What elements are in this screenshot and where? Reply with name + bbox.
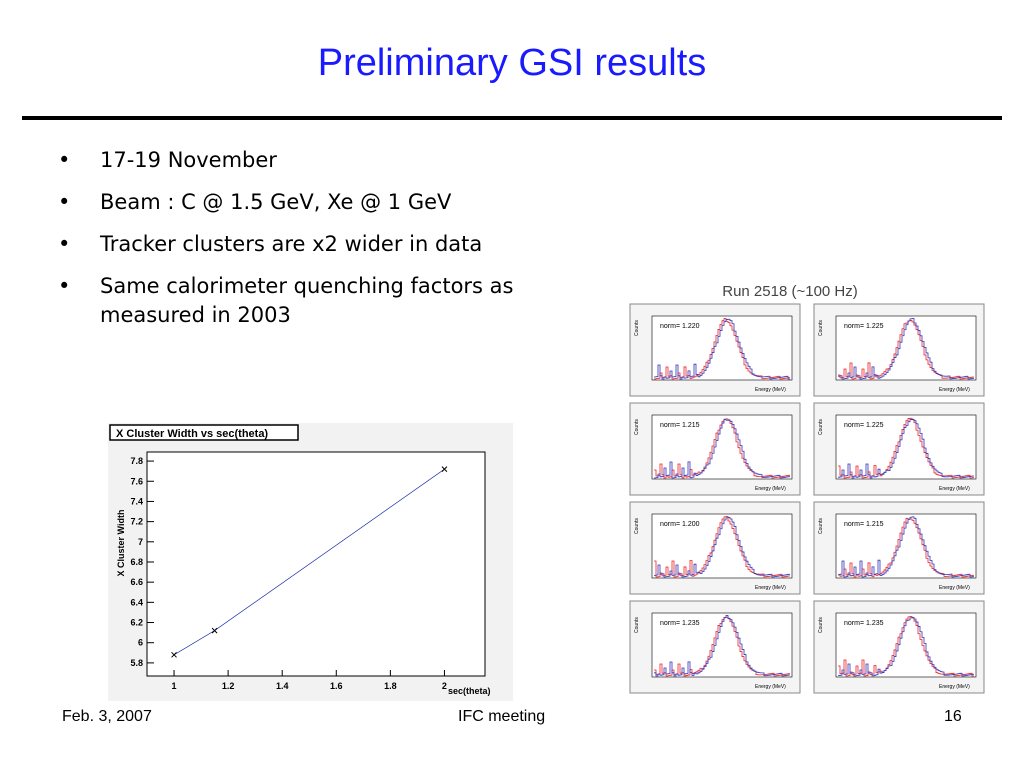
x-axis-label: sec(theta)	[448, 686, 491, 696]
histogram-curve	[838, 418, 974, 479]
histogram-curve	[838, 517, 974, 578]
x-tick-label: 1.4	[276, 681, 289, 691]
panel-norm: norm= 1.225	[844, 323, 884, 330]
panel-x-label: Energy (MeV)	[755, 585, 786, 591]
x-tick-label: 1.6	[330, 681, 343, 691]
y-tick-label: 7.6	[130, 476, 143, 486]
y-tick-label: 7.2	[130, 517, 143, 527]
panel-y-label: Counts	[634, 419, 640, 435]
y-tick-label: 7.8	[130, 456, 143, 466]
y-tick-label: 7.4	[130, 496, 143, 506]
bullet-list: 17-19 November Beam : C @ 1.5 GeV, Xe @ 1…	[58, 146, 598, 343]
data-point	[171, 651, 177, 658]
data-point	[211, 627, 218, 634]
panel-x-label: Energy (MeV)	[939, 684, 970, 690]
panel-norm: norm= 1.215	[844, 521, 884, 528]
histogram-curve	[838, 617, 974, 677]
panel-norm: norm= 1.220	[660, 323, 700, 330]
y-axis-label: X Cluster Width	[116, 510, 126, 577]
panel-x-label: Energy (MeV)	[939, 486, 970, 492]
panel-y-label: Counts	[818, 518, 824, 534]
x-tick-label: 1.2	[222, 681, 235, 691]
panel-y-label: Counts	[818, 320, 824, 336]
y-tick-label: 7	[138, 537, 143, 547]
histogram-curve	[654, 418, 790, 479]
histogram-curve	[838, 516, 974, 578]
panel-x-label: Energy (MeV)	[939, 585, 970, 591]
histogram-curve	[654, 615, 790, 677]
histogram-curve	[654, 318, 790, 380]
footer-page: 16	[944, 708, 962, 725]
histogram-panels: Run 2518 (~100 Hz) norm= 1.220 Energy (Me…	[629, 283, 985, 694]
histogram-curve	[654, 318, 790, 380]
y-tick-label: 6.6	[130, 577, 143, 587]
histogram-title: Run 2518 (~100 Hz)	[722, 283, 858, 300]
scatter-chart: X Cluster Width vs sec(theta) sec(theta)…	[108, 423, 513, 701]
x-tick-label: 2	[442, 681, 447, 691]
y-tick-label: 6.8	[130, 557, 143, 567]
histogram-curve	[838, 320, 974, 380]
bullet-item: Tracker clusters are x2 wider in data	[58, 230, 598, 259]
slide-title: Preliminary GSI results	[317, 42, 707, 84]
panel-norm: norm= 1.235	[844, 620, 884, 627]
histogram-curve	[838, 417, 974, 479]
panel-norm: norm= 1.200	[660, 521, 700, 528]
panel-y-label: Counts	[634, 320, 640, 336]
panel-x-label: Energy (MeV)	[755, 486, 786, 492]
panel-norm: norm= 1.215	[660, 422, 700, 429]
histogram-curve	[654, 517, 790, 578]
y-tick-label: 5.8	[130, 658, 143, 668]
panel-x-label: Energy (MeV)	[939, 387, 970, 393]
x-tick-label: 1.8	[384, 681, 397, 691]
panel-plot	[835, 414, 977, 480]
panel-x-label: Energy (MeV)	[755, 684, 786, 690]
panel-y-label: Counts	[634, 518, 640, 534]
x-tick-label: 1	[172, 681, 177, 691]
chart-title: X Cluster Width vs sec(theta)	[116, 428, 268, 440]
footer-event: IFC meeting	[458, 708, 546, 725]
y-tick-label: 6.4	[130, 597, 143, 607]
panel-norm: norm= 1.225	[844, 422, 884, 429]
y-tick-label: 6.2	[130, 618, 143, 628]
histogram-curve	[654, 516, 790, 578]
panel-y-label: Counts	[818, 419, 824, 435]
panel-y-label: Counts	[818, 617, 824, 633]
bullet-item: 17-19 November	[58, 146, 598, 175]
footer-date: Feb. 3, 2007	[62, 708, 152, 725]
chart-title-box	[109, 424, 299, 441]
panel-norm: norm= 1.235	[660, 620, 700, 627]
plot-area	[146, 451, 486, 677]
histogram-curve	[838, 318, 974, 380]
panel-y-label: Counts	[634, 617, 640, 633]
bullet-item: Same calorimeter quenching factors as me…	[58, 272, 598, 330]
title-rule	[22, 116, 1002, 120]
bullet-item: Beam : C @ 1.5 GeV, Xe @ 1 GeV	[58, 188, 598, 217]
panel-x-label: Energy (MeV)	[755, 387, 786, 393]
data-point	[441, 466, 448, 473]
y-tick-label: 6	[138, 638, 143, 648]
